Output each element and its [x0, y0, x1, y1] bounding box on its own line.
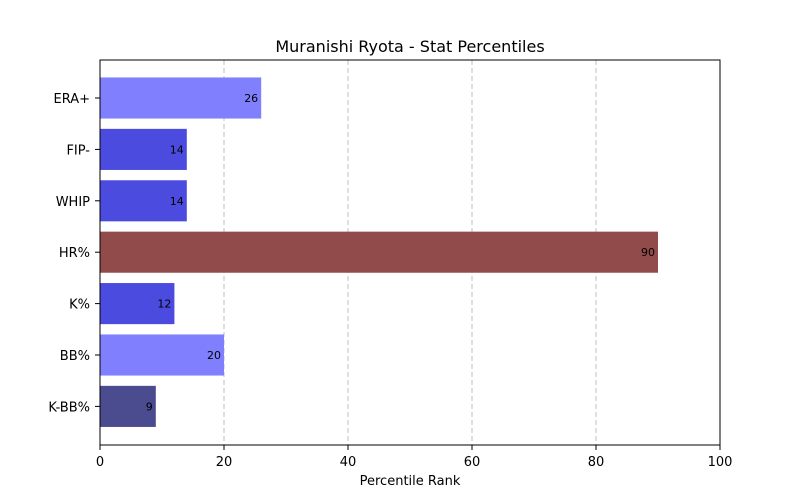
bar-whip	[100, 180, 187, 222]
bar-era-	[100, 77, 262, 119]
data-label: 12	[157, 298, 171, 311]
y-tick-label: K-BB%	[48, 400, 90, 415]
bars: 26 14 14 90 12 20 9	[100, 77, 658, 427]
x-tick-label: 0	[96, 455, 104, 470]
y-tick-label: WHIP	[56, 195, 90, 210]
y-axis-ticks: ERA+ FIP- WHIP HR% K% BB% K-BB%	[48, 92, 100, 415]
chart-title: Muranishi Ryota - Stat Percentiles	[275, 37, 544, 56]
bar-bb-	[100, 334, 224, 376]
y-tick-label: BB%	[60, 349, 90, 364]
data-label: 26	[244, 92, 258, 105]
bar-fip-	[100, 128, 187, 170]
x-tick-label: 40	[340, 455, 357, 470]
y-tick-label: ERA+	[53, 92, 90, 107]
x-axis-label: Percentile Rank	[360, 474, 461, 489]
data-label: 14	[170, 143, 184, 156]
x-tick-label: 100	[708, 455, 733, 470]
y-tick-label: HR%	[59, 246, 90, 261]
bar-k-bb-	[100, 385, 156, 427]
data-label: 20	[207, 349, 221, 362]
x-tick-label: 80	[588, 455, 605, 470]
x-tick-label: 20	[216, 455, 233, 470]
data-label: 14	[170, 195, 184, 208]
bar-k-	[100, 283, 175, 325]
y-tick-label: K%	[69, 298, 90, 313]
data-label: 90	[641, 246, 655, 259]
data-label: 9	[146, 400, 153, 413]
bar-hr-	[100, 231, 658, 273]
y-tick-label: FIP-	[66, 143, 90, 158]
x-axis-ticks: 0 20 40 60 80 100	[96, 445, 733, 470]
x-tick-label: 60	[464, 455, 481, 470]
